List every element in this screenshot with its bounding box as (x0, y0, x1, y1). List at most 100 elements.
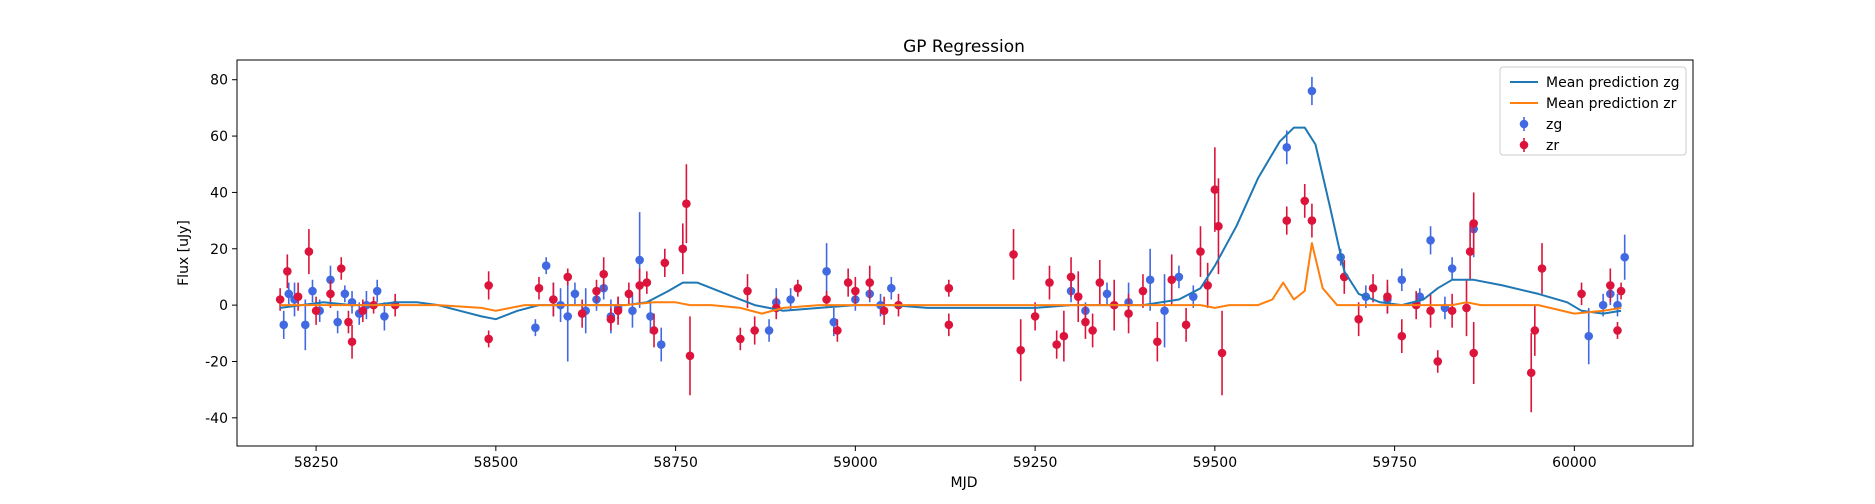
x-tick-label: 58500 (474, 455, 519, 471)
chart-title: GP Regression (903, 37, 1025, 57)
y-tick-label: 60 (210, 129, 228, 145)
data-point-zg (1415, 292, 1425, 301)
x-tick-label: 60000 (1552, 455, 1597, 471)
data-point-zr (1307, 216, 1317, 225)
data-point-zg (1145, 275, 1155, 285)
data-point-zr (534, 283, 544, 293)
data-point-zg (1160, 306, 1169, 316)
data-point-zr (833, 326, 842, 335)
data-point-zr (1066, 272, 1076, 282)
data-point-zr (283, 267, 292, 276)
x-axis-label: MJD (951, 475, 978, 491)
legend: Mean prediction zg Mean prediction zr zg zr (1499, 66, 1687, 156)
data-point-zr (1433, 357, 1443, 366)
data-point-zg (786, 295, 795, 304)
data-point-zr (843, 278, 853, 287)
data-point-zr (563, 272, 573, 282)
data-point-zr (1462, 303, 1471, 313)
data-point-zr (484, 281, 493, 290)
data-point-zr (1181, 320, 1191, 330)
data-point-zr (642, 278, 652, 287)
data-point-zr (293, 292, 303, 301)
data-point-zr (1606, 281, 1615, 290)
data-point-zr (1530, 326, 1540, 335)
data-point-zg (1447, 264, 1457, 273)
data-point-zg (570, 289, 580, 299)
data-point-zr (326, 289, 335, 299)
y-tick-label: 80 (210, 73, 228, 89)
x-tick-label: 59000 (833, 455, 878, 471)
legend-box (1499, 66, 1687, 156)
data-point-zr (1030, 312, 1040, 321)
legend-point-swatch (1519, 140, 1529, 150)
data-point-zr (944, 320, 954, 330)
data-point-zr (822, 295, 831, 304)
data-point-zg (1102, 289, 1112, 299)
data-point-zg (1397, 275, 1407, 285)
data-point-zr (358, 306, 368, 316)
data-point-zr (879, 306, 889, 316)
y-axis-label: Flux [uJy] (176, 220, 192, 286)
data-point-zg (301, 320, 310, 330)
data-point-zg (1426, 236, 1435, 245)
data-point-zr (599, 269, 608, 279)
data-point-zr (1616, 286, 1626, 296)
data-point-zg (284, 289, 294, 299)
data-point-zg (822, 267, 831, 276)
data-point-zr (1059, 331, 1069, 341)
data-point-zr (1138, 286, 1148, 296)
data-point-zr (865, 278, 875, 287)
legend-label: zg (1546, 117, 1562, 133)
data-point-zr (1153, 337, 1162, 347)
data-point-zr (635, 281, 644, 290)
data-point-zg (1620, 252, 1629, 262)
data-point-zg (308, 286, 317, 296)
data-point-zr (613, 306, 623, 316)
data-point-zr (1217, 348, 1227, 358)
data-point-zr (1052, 340, 1061, 349)
data-point-zr (851, 286, 860, 296)
y-tick-label: -20 (205, 354, 228, 370)
data-point-zr (1088, 326, 1097, 335)
data-point-zr (484, 334, 493, 344)
x-tick-label: 59750 (1372, 455, 1417, 471)
plot-content (275, 76, 1629, 413)
data-point-zg (635, 255, 644, 265)
data-point-zr (1383, 292, 1392, 301)
y-tick-label: 0 (219, 298, 228, 314)
data-point-zr (275, 295, 285, 304)
data-point-zr (577, 309, 587, 318)
data-point-zg (887, 283, 896, 293)
y-tick-label: 40 (210, 185, 228, 201)
data-point-zr (660, 258, 670, 268)
data-point-zg (333, 317, 342, 327)
y-tick-label: 20 (210, 242, 228, 258)
data-point-zg (563, 312, 573, 321)
data-point-zr (606, 314, 616, 324)
data-point-zr (1016, 345, 1026, 355)
x-tick-label: 58250 (294, 455, 339, 471)
y-tick-label: -40 (205, 411, 228, 427)
data-point-zg (1188, 292, 1198, 301)
legend-label: zr (1546, 138, 1559, 154)
data-point-zr (743, 286, 752, 296)
legend-label: Mean prediction zr (1546, 96, 1677, 112)
data-point-zg (1174, 272, 1184, 282)
x-tick-label: 59250 (1013, 455, 1058, 471)
legend-point-swatch (1519, 119, 1529, 129)
x-tick-label: 58750 (653, 455, 698, 471)
data-point-zr (1469, 219, 1479, 228)
data-point-zr (682, 199, 691, 208)
data-point-zg (628, 306, 637, 316)
data-point-zg (829, 317, 839, 327)
data-point-zr (944, 283, 954, 293)
plot-frame (236, 59, 1694, 447)
x-tick-label: 59500 (1193, 455, 1238, 471)
data-point-zg (340, 289, 350, 299)
legend-label: Mean prediction zg (1546, 75, 1680, 91)
data-point-zr (1081, 317, 1090, 327)
data-point-zg (1598, 300, 1608, 310)
data-point-zg (646, 312, 655, 321)
data-point-zr (1214, 221, 1223, 231)
